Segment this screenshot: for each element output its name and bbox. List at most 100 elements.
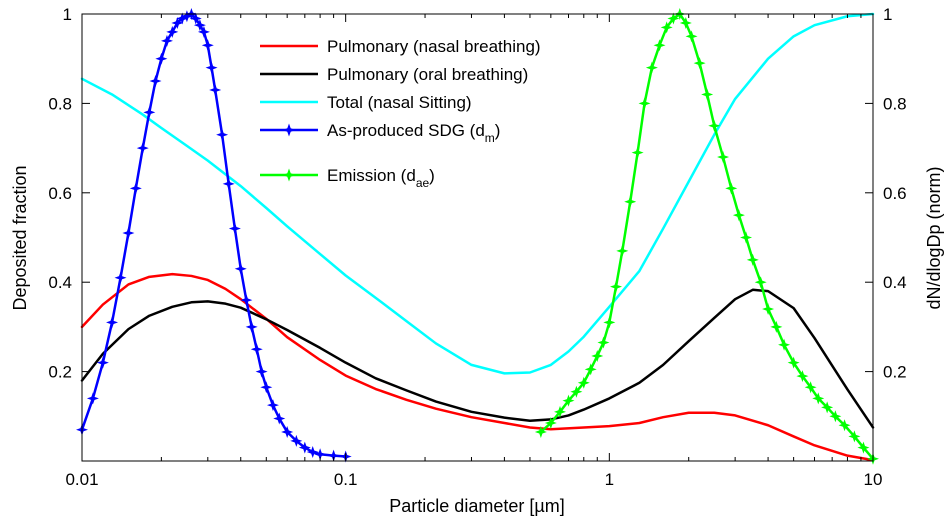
data-point-emission-d-ae	[554, 405, 566, 418]
data-point-as-produced-sdg-d-m	[245, 320, 258, 333]
y-tick-label: 1	[63, 5, 72, 24]
data-point-emission-d-ae	[701, 88, 714, 101]
data-point-as-produced-sdg-d-m	[189, 12, 202, 25]
legend-label-total-nasal-sitting: Total (nasal Sitting)	[327, 93, 472, 112]
series-line-total-nasal-sitting	[80, 12, 875, 375]
x-tick-label: 1	[605, 470, 614, 489]
data-point-emission-d-ae	[725, 182, 738, 195]
data-point-emission-d-ae	[838, 419, 851, 432]
legend-label-as-produced-sdg: As-produced SDG (dm)	[327, 121, 500, 145]
series-line-pulmonary-nasal-breathing	[80, 272, 875, 462]
data-point-as-produced-sdg-d-m	[122, 227, 135, 240]
data-point-emission-d-ae	[812, 392, 825, 405]
legend-marker-as-produced-sdg	[282, 123, 296, 137]
data-point-emission-d-ae	[638, 97, 651, 110]
y-tick-label: 0.8	[48, 94, 72, 113]
data-point-as-produced-sdg-d-m	[171, 16, 184, 29]
data-point-emission-d-ae	[857, 441, 870, 454]
data-point-as-produced-sdg-d-m	[114, 271, 127, 284]
x-axis-label: Particle diameter [µm]	[389, 496, 564, 516]
data-point-as-produced-sdg-d-m	[149, 75, 162, 88]
ticks-layer: 0.01 0.1 1 10 0.2 0.4 0.6 0.8 1 0.2 0.4 0.6 0.8 1	[48, 5, 906, 489]
y2-axis-label: dN/dlogDp (norm)	[924, 166, 944, 309]
data-point-as-produced-sdg-d-m	[155, 52, 168, 65]
data-point-as-produced-sdg-d-m	[176, 12, 189, 25]
data-point-as-produced-sdg-d-m	[143, 106, 156, 119]
x-tick-label: 0.1	[334, 470, 358, 489]
data-point-as-produced-sdg-d-m	[160, 34, 173, 47]
data-point-emission-d-ae	[616, 244, 629, 257]
data-point-as-produced-sdg-d-m	[327, 449, 340, 462]
legend-label-emission-sub: ae	[416, 176, 430, 190]
data-point-emission-d-ae	[591, 349, 604, 362]
legend-marker-emission	[282, 168, 296, 182]
y-axis-label: Deposited fraction	[10, 165, 30, 310]
data-point-emission-d-ae	[848, 430, 861, 443]
data-point-as-produced-sdg-d-m	[86, 392, 99, 405]
data-point-as-produced-sdg-d-m	[240, 294, 253, 307]
data-point-emission-d-ae	[829, 410, 842, 423]
data-point-as-produced-sdg-d-m	[290, 434, 303, 447]
data-point-emission-d-ae	[708, 119, 721, 132]
data-point-as-produced-sdg-d-m	[216, 128, 229, 141]
series-line-emission-d-ae	[539, 12, 875, 461]
data-point-emission-d-ae	[762, 303, 775, 316]
data-point-emission-d-ae	[597, 336, 610, 349]
data-point-emission-d-ae	[544, 417, 557, 429]
data-point-emission-d-ae	[631, 146, 644, 159]
legend-label-emission-tail: )	[429, 166, 435, 185]
data-point-emission-d-ae	[754, 276, 767, 289]
data-point-emission-d-ae	[577, 376, 590, 389]
data-point-emission-d-ae	[534, 425, 547, 438]
y-tick-label: 0.2	[48, 363, 72, 382]
data-point-as-produced-sdg-d-m	[260, 381, 273, 394]
data-point-as-produced-sdg-d-m	[298, 441, 311, 454]
data-point-as-produced-sdg-d-m	[136, 142, 149, 155]
data-point-emission-d-ae	[660, 21, 673, 34]
data-point-as-produced-sdg-d-m	[201, 39, 214, 52]
data-point-emission-d-ae	[570, 385, 583, 398]
data-point-as-produced-sdg-d-m	[209, 83, 222, 96]
y2-tick-label: 0.8	[883, 94, 907, 113]
y-tick-label: 0.4	[48, 273, 72, 292]
data-point-as-produced-sdg-d-m	[129, 182, 142, 195]
y2-tick-label: 0.6	[883, 184, 907, 203]
data-point-as-produced-sdg-d-m	[228, 222, 241, 235]
x-tick-label: 0.01	[65, 470, 98, 489]
data-point-emission-d-ae	[685, 30, 698, 43]
y2-tick-label: 0.2	[883, 363, 907, 382]
legend-label-emission: Emission (dae)	[327, 166, 435, 190]
data-point-emission-d-ae	[679, 16, 692, 29]
data-point-emission-d-ae	[667, 12, 680, 25]
legend-label-pulmonary-nasal: Pulmonary (nasal breathing)	[327, 37, 541, 56]
data-point-emission-d-ae	[732, 209, 745, 222]
data-point-as-produced-sdg-d-m	[96, 356, 109, 369]
data-point-emission-d-ae	[717, 151, 730, 164]
y2-tick-label: 1	[883, 5, 892, 24]
legend-label-as-produced-sdg-sub: m	[485, 131, 495, 145]
data-point-as-produced-sdg-d-m	[166, 25, 179, 38]
data-point-as-produced-sdg-d-m	[197, 25, 210, 38]
data-point-as-produced-sdg-d-m	[205, 61, 218, 74]
data-point-as-produced-sdg-d-m	[180, 10, 193, 23]
data-point-emission-d-ae	[804, 381, 817, 394]
data-point-as-produced-sdg-d-m	[266, 399, 279, 412]
y2-tick-label: 0.4	[883, 273, 907, 292]
data-point-emission-d-ae	[770, 320, 783, 333]
data-point-emission-d-ae	[740, 231, 753, 244]
legend-star-marker	[282, 123, 296, 137]
data-point-emission-d-ae	[584, 363, 597, 376]
legend-star-marker	[282, 168, 296, 182]
data-point-as-produced-sdg-d-m	[281, 425, 294, 438]
series-layer	[76, 8, 879, 465]
data-point-as-produced-sdg-d-m	[255, 365, 268, 378]
data-point-as-produced-sdg-d-m	[314, 448, 327, 461]
data-point-as-produced-sdg-d-m	[273, 412, 286, 425]
plot-frame	[81, 13, 874, 462]
data-point-emission-d-ae	[693, 57, 706, 70]
data-point-emission-d-ae	[778, 338, 791, 351]
data-point-emission-d-ae	[610, 280, 623, 293]
legend-label-as-produced-sdg-tail: )	[495, 121, 501, 140]
data-point-as-produced-sdg-d-m	[234, 262, 247, 275]
